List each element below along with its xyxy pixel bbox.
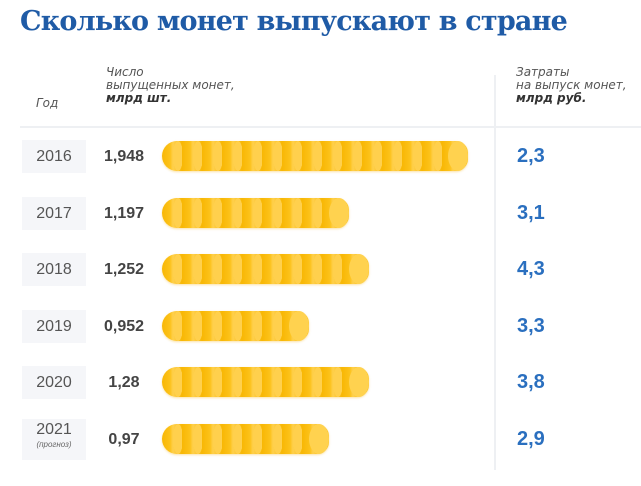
coin-count-value: 0,952 [103, 318, 145, 335]
cost-value: 2,9 [517, 428, 545, 450]
year-label: 2016 [22, 140, 86, 173]
year-text: 2021 [36, 421, 72, 438]
year-label: 2020 [22, 366, 86, 399]
header-count-line1: Число [106, 65, 144, 79]
coin-stack-bar [162, 141, 468, 171]
coin-stack-bar [162, 198, 349, 228]
cost-value: 3,3 [517, 315, 545, 337]
column-divider [494, 75, 496, 470]
chart-title: Сколько монет выпускают в стране [20, 6, 568, 37]
coin-count-value: 1,948 [103, 148, 145, 165]
cost-value: 4,3 [517, 258, 545, 280]
coin-stack-bar [162, 311, 309, 341]
header-cost: Затраты на выпуск монет, млрд руб. [516, 66, 627, 105]
header-cost-line1: Затраты [516, 65, 570, 79]
table-row: 2019 0,952 3,3 [0, 310, 641, 344]
coin-stack-bar [162, 254, 369, 284]
table-row: 2020 1,28 3,8 [0, 366, 641, 400]
forecast-note: (прогноз) [36, 440, 72, 449]
coin-count-value: 1,197 [103, 205, 145, 222]
header-coin-count: Число выпущенных монет, млрд шт. [106, 66, 235, 105]
cost-value: 3,8 [517, 371, 545, 393]
year-label: 2021 (прогноз) [22, 419, 86, 460]
year-label: 2018 [22, 253, 86, 286]
year-label: 2017 [22, 197, 86, 230]
table-row: 2018 1,252 4,3 [0, 253, 641, 287]
coin-count-value: 1,252 [103, 261, 145, 278]
header-divider [20, 126, 641, 128]
table-row: 2021 (прогноз) 0,97 2,9 [0, 419, 641, 460]
header-year: Год [36, 96, 59, 110]
header-cost-line2: на выпуск монет, [516, 78, 627, 92]
header-count-unit: млрд шт. [106, 91, 172, 105]
cost-value: 2,3 [517, 145, 545, 167]
cost-value: 3,1 [517, 202, 545, 224]
year-label: 2019 [22, 310, 86, 343]
header-count-line2: выпущенных монет, [106, 78, 235, 92]
coin-stack-bar [162, 367, 369, 397]
coin-stack-bar [162, 424, 329, 454]
table-row: 2017 1,197 3,1 [0, 197, 641, 231]
coin-count-value: 0,97 [108, 431, 140, 448]
header-cost-unit: млрд руб. [516, 91, 587, 105]
table-row: 2016 1,948 2,3 [0, 140, 641, 174]
coin-count-value: 1,28 [108, 374, 140, 391]
